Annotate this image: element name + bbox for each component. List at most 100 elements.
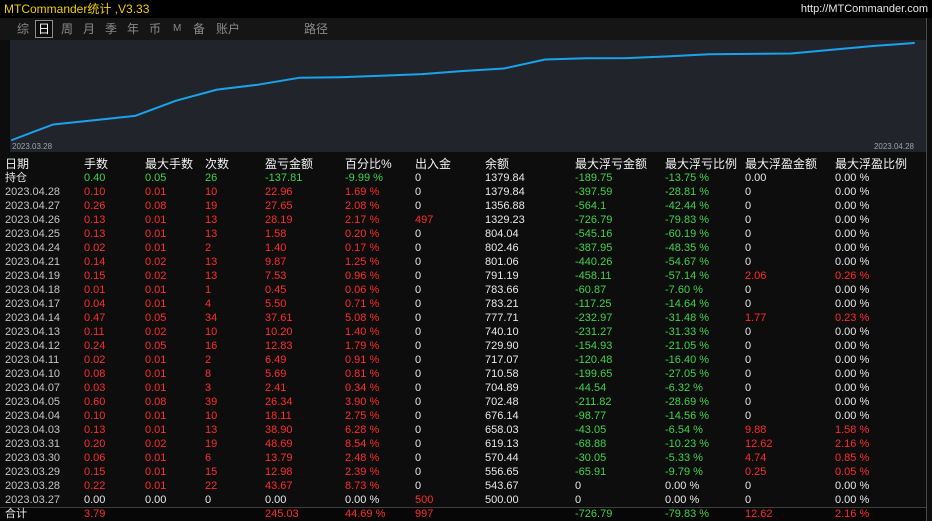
cell-max-floating-profit-ratio: 0.00 % [835,186,870,198]
cell-deposit-withdrawal: 0 [415,228,422,240]
cell-balance: 791.19 [485,270,519,282]
cell-max-floating-profit-ratio: 0.00 % [835,298,870,310]
cell-profit: 0.45 [265,284,287,296]
table-row: 2023.04.27 0.26 0.08 19 27.65 2.08 % 0 1356.88 -… [0,199,926,213]
cell-balance: 619.13 [485,438,519,450]
cell-max-floating-loss: -117.25 [575,298,612,310]
cell-trades: 8 [205,368,212,380]
cell-deposit-withdrawal: 0 [415,200,422,212]
tab-comment[interactable]: 备 [193,22,206,36]
tab-account[interactable]: 账户 [216,22,241,36]
cell-balance: 783.21 [485,298,519,310]
cell-max-floating-loss: -30.05 [575,452,607,464]
header-row: 日期 手数 最大手数 次数 盈亏金额 百分比% 出入金 余额 最大浮亏金额 最大浮亏比例 最大浮盈金… [0,157,926,171]
tab-path[interactable]: 路径 [304,22,329,36]
cell-date: 2023.04.19 [5,270,61,282]
cell-profit: 48.69 [265,438,293,450]
cell-deposit-withdrawal: 0 [415,284,422,296]
cell-max-floating-profit: 0 [745,340,752,352]
cell-profit: -137.81 [265,172,303,184]
cell-deposit-withdrawal: 0 [415,242,422,254]
cell-max-floating-loss-ratio: -21.05 % [665,340,710,352]
cell-profit: 6.49 [265,354,287,366]
table-row: 2023.04.03 0.13 0.01 13 38.90 6.28 % 0 658.03 -4… [0,423,926,437]
cell-lots: 0.08 [84,368,106,380]
tab-symbol[interactable]: 币 [149,22,162,36]
cell-date: 2023.03.29 [5,466,61,478]
table-row: 2023.03.30 0.06 0.01 6 13.79 2.48 % 0 570.44 -30… [0,451,926,465]
cell-max-floating-profit: 2.06 [745,270,767,282]
cell-max-floating-profit: 0.25 [745,466,767,478]
cell-trades: 3 [205,382,212,394]
table-row: 2023.04.24 0.02 0.01 2 1.40 0.17 % 0 802.46 -387… [0,241,926,255]
tab-weekly[interactable]: 周 [61,22,74,36]
cell-deposit-withdrawal: 0 [415,298,422,310]
tab-yearly[interactable]: 年 [127,22,140,36]
table-row: 2023.04.21 0.14 0.02 13 9.87 1.25 % 0 801.06 -44… [0,255,926,269]
tab-summary[interactable]: 综 [17,22,30,36]
cell-balance: 676.14 [485,410,519,422]
cell-max-floating-profit-ratio: 0.00 % [835,172,870,184]
cell-percent: 0.06 % [345,284,380,296]
cell-max-floating-profit: 0 [745,368,752,380]
cell-max-floating-loss: -545.16 [575,228,613,240]
cell-profit: 5.69 [265,368,287,380]
cell-max-floating-loss: -564.1 [575,200,607,212]
cell-max-floating-profit: 0 [745,298,752,310]
cell-lots: 0.15 [84,270,106,282]
tab-quarterly[interactable]: 季 [105,22,118,36]
cell-trades: 6 [205,452,212,464]
cell-max-lots: 0.01 [145,410,167,422]
cell-percent: 2.48 % [345,452,380,464]
cell-trades: 2 [205,354,212,366]
cell-profit: 1.58 [265,228,287,240]
cell-profit: 26.34 [265,396,293,408]
cell-deposit-withdrawal: 0 [415,382,422,394]
column-header-deposit-withdrawal: 出入金 [415,157,452,171]
cell-max-floating-loss-ratio: -7.60 % [665,284,703,296]
cell-max-floating-profit-ratio: 0.00 % [835,214,870,226]
table-row: 2023.04.04 0.10 0.01 10 18.11 2.75 % 0 676.14 -9… [0,409,926,423]
cell-trades: 13 [205,256,218,268]
table-row: 2023.04.14 0.47 0.05 34 37.61 5.08 % 0 777.71 -2… [0,311,926,325]
cell-max-lots: 0.01 [145,424,167,436]
cell-date: 2023.03.27 [5,494,61,506]
cell-percent: 2.17 % [345,214,380,226]
cell-max-floating-profit-ratio: 0.26 % [835,270,870,282]
cell-max-floating-profit-ratio: 0.00 % [835,382,870,394]
tab-magic[interactable]: M [173,23,182,34]
cell-trades: 2 [205,242,212,254]
cell-max-floating-profit: 9.88 [745,424,767,436]
cell-trades: 4 [205,298,212,310]
cell-deposit-withdrawal: 0 [415,312,422,324]
cell-lots: 0.02 [84,354,106,366]
cell-balance: 1356.88 [485,200,525,212]
cell-max-floating-loss-ratio: -28.81 % [665,186,710,198]
cell-profit: 27.65 [265,200,293,212]
cell-max-floating-loss-ratio: -14.64 % [665,298,710,310]
website-link[interactable]: http://MTCommander.com [800,3,928,15]
cell-percent: 0.71 % [345,298,380,310]
cell-percent: 0.17 % [345,242,380,254]
cell-max-floating-loss-ratio: -9.79 % [665,466,703,478]
period-tabs: 综 日 周 月 季 年 币 M 备 账户 路径 [0,18,926,40]
cell-lots: 0.22 [84,480,106,492]
total-row: 合计 3.79 245.03 44.69 % 997 -726.79 -79.83 % 12.… [0,507,926,521]
cell-trades: 13 [205,270,218,282]
tab-daily[interactable]: 日 [34,20,54,38]
cell-balance: 1379.84 [485,172,525,184]
cell-balance: 1379.84 [485,186,525,198]
cell-profit: 18.11 [265,410,292,422]
cell-trades: 19 [205,200,218,212]
cell-trades: 26 [205,172,218,184]
cell-balance: 500.00 [485,494,519,506]
cell-max-lots: 0.01 [145,382,167,394]
cell-balance: 801.06 [485,256,519,268]
cell-deposit-withdrawal: 0 [415,172,422,184]
cell-balance: 702.48 [485,396,519,408]
tab-monthly[interactable]: 月 [83,22,96,36]
cell-percent: 2.39 % [345,466,380,478]
cell-max-lots: 0.01 [145,480,167,492]
cell-max-floating-loss: -211.82 [575,396,612,408]
cell-balance: 740.10 [485,326,519,338]
